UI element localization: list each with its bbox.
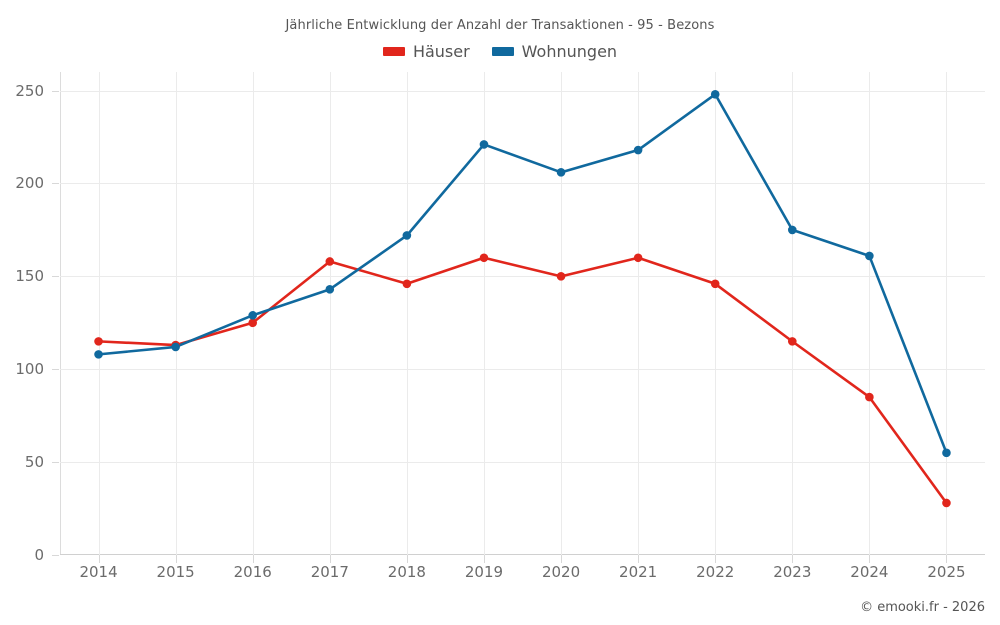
gridline-vertical <box>869 72 871 555</box>
data-point[interactable] <box>402 231 412 240</box>
x-axis-tick-mark <box>98 555 100 563</box>
x-axis-tick-mark <box>252 555 254 563</box>
data-point[interactable] <box>402 279 412 289</box>
legend-item-hauser[interactable]: Häuser <box>382 42 470 61</box>
gridline-vertical <box>715 72 717 555</box>
x-axis-tick-mark <box>406 555 408 563</box>
data-point[interactable] <box>325 285 335 294</box>
data-point[interactable] <box>787 337 797 346</box>
x-axis-tick-label: 2014 <box>79 563 118 581</box>
x-axis-tick-mark <box>483 555 485 563</box>
chart-legend: Häuser Wohnungen <box>0 42 1000 61</box>
x-axis-tick-label: 2022 <box>696 563 735 581</box>
data-point[interactable] <box>942 448 951 458</box>
y-axis-tick-mark <box>52 555 59 556</box>
data-point[interactable] <box>710 89 720 99</box>
legend-swatch-wohnungen <box>491 47 514 56</box>
x-axis-tick-mark <box>715 555 717 563</box>
x-axis-tick-mark <box>869 555 871 563</box>
gridline-horizontal <box>60 369 985 371</box>
legend-label-hauser: Häuser <box>412 42 470 61</box>
x-axis-labels: 2014 2015 2016 2017 2018 2019 2020 2021 2022 2023… <box>60 563 985 589</box>
data-point[interactable] <box>94 337 103 346</box>
x-axis-tick-mark <box>175 555 177 563</box>
gridline-vertical <box>98 72 100 555</box>
data-point[interactable] <box>865 392 874 402</box>
x-axis-tick-label: 2021 <box>619 563 658 581</box>
legend-swatch-hauser <box>382 47 405 56</box>
x-axis-tick-label: 2018 <box>387 563 426 581</box>
y-axis-tick-mark <box>52 276 59 278</box>
data-point[interactable] <box>556 168 566 177</box>
y-axis-tick-mark <box>52 90 59 92</box>
data-point[interactable] <box>633 145 643 155</box>
series-line-wohnungen <box>97 92 948 455</box>
data-point[interactable] <box>787 225 797 235</box>
x-axis-tick-label: 2019 <box>464 563 504 581</box>
gridline-horizontal <box>60 462 985 464</box>
y-axis-tick-label: 200 <box>15 174 44 193</box>
gridline-vertical <box>329 72 331 555</box>
legend-label-wohnungen: Wohnungen <box>521 42 618 61</box>
gridline-horizontal <box>60 183 985 185</box>
gridline-vertical <box>946 72 948 555</box>
x-axis-tick-label: 2020 <box>541 563 581 581</box>
y-axis-tick-label: 250 <box>15 81 44 100</box>
x-axis-tick-label: 2017 <box>310 563 349 581</box>
gridline-vertical <box>561 72 563 555</box>
x-axis-tick-label: 2024 <box>850 563 889 581</box>
data-point[interactable] <box>865 251 874 261</box>
y-axis-tick-mark <box>52 183 59 185</box>
x-axis-tick-mark <box>792 555 794 563</box>
data-point[interactable] <box>171 342 180 352</box>
series-line-häuser <box>97 256 948 505</box>
gridline-vertical <box>175 72 177 555</box>
y-axis-tick-label: 0 <box>34 546 44 564</box>
data-point[interactable] <box>325 257 335 266</box>
data-point[interactable] <box>248 318 258 328</box>
plot-area <box>60 72 985 555</box>
copyright-credit: © emooki.fr - 2026 <box>860 600 985 615</box>
data-point[interactable] <box>942 498 951 508</box>
legend-item-wohnungen[interactable]: Wohnungen <box>491 42 618 61</box>
x-axis-tick-mark <box>329 555 331 563</box>
y-axis-tick-label: 100 <box>15 360 44 379</box>
x-axis-line <box>60 554 985 555</box>
gridline-vertical <box>483 72 485 555</box>
x-axis-tick-label: 2025 <box>927 563 966 581</box>
gridline-vertical <box>792 72 794 555</box>
x-axis-tick-mark <box>946 555 948 563</box>
y-axis-tick-label: 50 <box>24 453 44 472</box>
x-axis-tick-label: 2023 <box>773 563 812 581</box>
y-axis-tick-mark <box>52 462 59 464</box>
x-axis-tick-label: 2015 <box>156 563 195 581</box>
data-point[interactable] <box>479 253 489 263</box>
data-point[interactable] <box>248 311 258 320</box>
y-axis-tick-mark <box>52 369 59 371</box>
data-point[interactable] <box>94 350 103 359</box>
gridline-vertical <box>406 72 408 555</box>
data-series-layer <box>94 89 951 508</box>
data-point[interactable] <box>556 272 566 281</box>
gridline-horizontal <box>60 90 985 92</box>
x-axis-tick-mark <box>638 555 640 563</box>
gridline-horizontal <box>60 276 985 278</box>
data-point[interactable] <box>710 279 720 289</box>
y-axis-line <box>60 72 61 555</box>
data-point[interactable] <box>479 140 489 149</box>
x-axis-tick-label: 2016 <box>233 563 272 581</box>
chart-title: Jährliche Entwicklung der Anzahl der Tra… <box>285 18 715 33</box>
gridline-vertical <box>638 72 640 555</box>
data-point[interactable] <box>633 253 643 263</box>
y-axis-labels: 0 50 100 150 200 250 <box>0 72 52 564</box>
y-axis-tick-label: 150 <box>15 267 44 286</box>
x-axis-tick-mark <box>561 555 563 563</box>
